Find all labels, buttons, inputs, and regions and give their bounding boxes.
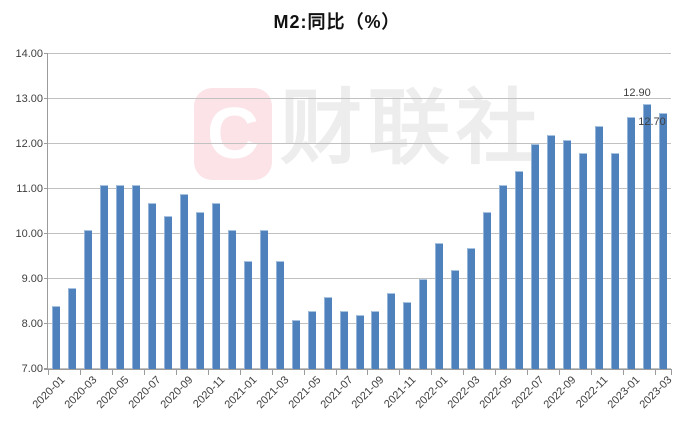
y-axis-tick [44, 278, 48, 279]
bar [643, 103, 652, 369]
bar [595, 126, 604, 369]
y-axis-tick [44, 323, 48, 324]
bar [307, 310, 316, 369]
cailian-logo-letter-icon: C [207, 94, 259, 174]
bar [131, 184, 140, 369]
y-axis-tick [44, 53, 48, 54]
bar [371, 310, 380, 369]
bar [451, 270, 460, 369]
y-axis-tick-label: 7.00 [21, 363, 43, 375]
bar [547, 135, 556, 369]
bar [163, 216, 172, 369]
x-axis-tick [367, 370, 369, 375]
y-axis-tick-label: 9.00 [21, 273, 43, 285]
x-axis-tick [239, 370, 241, 375]
bar [243, 261, 252, 369]
bar-value-label: 12.90 [623, 86, 651, 99]
x-axis-tick [655, 370, 657, 375]
bar [83, 229, 92, 369]
bar [531, 144, 540, 369]
x-axis-tick [431, 370, 433, 375]
x-axis-tick [303, 370, 305, 375]
x-axis-line [44, 369, 672, 370]
bar [579, 153, 588, 369]
y-axis-tick [44, 368, 48, 369]
x-axis-tick [463, 370, 465, 375]
y-axis-tick [44, 143, 48, 144]
bar [227, 229, 236, 369]
bar [339, 310, 348, 369]
bar [467, 247, 476, 369]
y-axis-tick [44, 233, 48, 234]
x-axis-tick [207, 370, 209, 375]
bar [403, 301, 412, 369]
y-axis-tick-label: 13.00 [15, 93, 43, 105]
bar [99, 184, 108, 369]
y-axis-line [47, 53, 48, 370]
y-axis-tick [44, 188, 48, 189]
bar [323, 297, 332, 369]
y-axis-tick [44, 98, 48, 99]
cailian-logo-badge [194, 88, 272, 180]
bar [259, 229, 268, 369]
bar [515, 171, 524, 369]
bar [275, 261, 284, 369]
bar [419, 279, 428, 369]
gridline [48, 278, 671, 279]
x-axis-tick [48, 370, 49, 375]
x-axis-tick [175, 370, 177, 375]
chart-title: M2:同比（%） [273, 12, 401, 32]
bar [659, 112, 667, 369]
y-axis-tick-label: 8.00 [21, 318, 43, 330]
y-axis-tick-label: 10.00 [15, 228, 43, 240]
bar [387, 292, 396, 369]
x-axis-tick [335, 370, 337, 375]
bar [179, 193, 188, 369]
y-axis-tick-label: 14.00 [15, 48, 43, 60]
gridline [48, 233, 671, 234]
bar [483, 211, 492, 369]
bar [627, 117, 636, 369]
x-axis-tick [495, 370, 497, 375]
x-axis-tick [591, 370, 593, 375]
bar [291, 319, 300, 369]
y-axis-tick-label: 12.00 [15, 138, 43, 150]
bar [211, 202, 220, 369]
bar [611, 153, 620, 369]
bar [435, 243, 444, 369]
bar [499, 184, 508, 369]
bar [355, 315, 364, 369]
gridline [48, 143, 671, 144]
x-axis-tick [559, 370, 561, 375]
bar [195, 211, 204, 369]
bar [51, 306, 60, 369]
x-axis-tick [79, 370, 81, 375]
y-axis-tick-label: 11.00 [16, 183, 43, 195]
bar [67, 288, 76, 369]
x-axis-tick [271, 370, 273, 375]
gridline [48, 53, 671, 54]
bar [147, 202, 156, 369]
x-axis-tick [671, 370, 672, 375]
gridline [48, 188, 671, 189]
x-axis-tick [143, 370, 145, 375]
x-axis-tick [527, 370, 529, 375]
x-axis-tick [111, 370, 113, 375]
bar [115, 184, 124, 369]
x-axis-tick [399, 370, 401, 375]
bar [563, 139, 572, 369]
bar-value-label: 12.70 [638, 115, 666, 128]
gridline [48, 98, 671, 99]
x-axis-tick [623, 370, 625, 375]
